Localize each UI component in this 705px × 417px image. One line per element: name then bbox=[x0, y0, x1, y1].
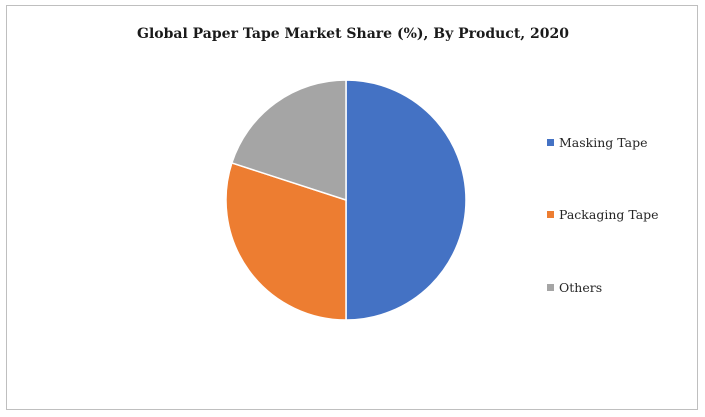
pie-chart bbox=[225, 79, 467, 321]
legend-item-packaging-tape: Packaging Tape bbox=[547, 207, 659, 222]
chart-frame: Global Paper Tape Market Share (%), By P… bbox=[6, 5, 698, 410]
pie-slice-packaging-tape bbox=[225, 161, 347, 321]
pie-slice-masking-tape bbox=[345, 79, 467, 321]
legend-label: Packaging Tape bbox=[559, 207, 659, 222]
pie-slice-others bbox=[230, 79, 347, 202]
legend-label: Others bbox=[559, 280, 603, 295]
legend-item-masking-tape: Masking Tape bbox=[547, 135, 647, 150]
legend-swatch bbox=[547, 139, 554, 146]
legend-label: Masking Tape bbox=[559, 135, 648, 150]
legend-swatch bbox=[547, 284, 554, 291]
legend-swatch bbox=[547, 211, 554, 218]
chart-title: Global Paper Tape Market Share (%), By P… bbox=[136, 26, 570, 42]
legend-item-others: Others bbox=[547, 280, 602, 295]
